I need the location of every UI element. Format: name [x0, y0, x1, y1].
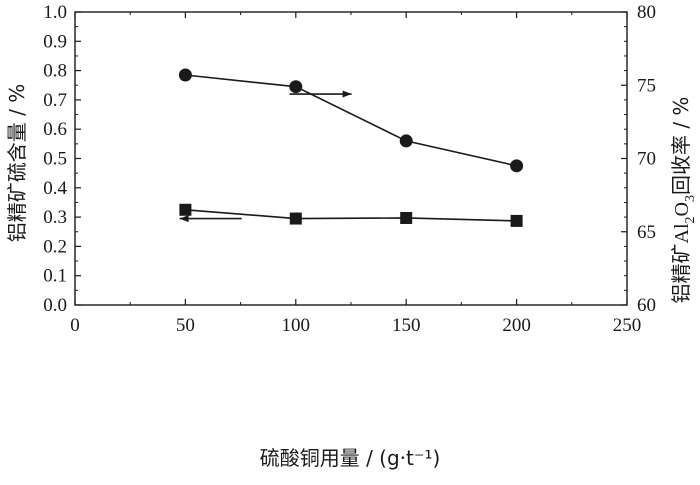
plot-frame [74, 11, 628, 306]
x-tick-label: 200 [502, 315, 531, 336]
data-point-square [289, 212, 302, 225]
y-right-tick-label: 80 [637, 2, 656, 23]
x-tick-label: 150 [392, 315, 421, 336]
y-axis-left-label: 铝精矿硫含量 / % [5, 84, 29, 242]
series-line-circle [185, 74, 517, 167]
data-point-circle [399, 134, 413, 148]
y-left-tick-label: 0.2 [43, 236, 67, 257]
y-right-tick-label: 60 [637, 295, 656, 316]
arrow-head-icon [179, 215, 189, 223]
y-left-tick-label: 0.1 [43, 266, 67, 287]
x-tick-label: 50 [176, 315, 195, 336]
data-point-circle [178, 68, 192, 82]
y-left-tick-label: 0.7 [43, 90, 67, 111]
series-line-square [185, 208, 517, 222]
y-left-tick-label: 0.9 [43, 31, 67, 52]
y-axis-right-label-suffix: 回收率 / % [669, 97, 693, 195]
data-point-circle [289, 80, 303, 94]
y-axis-right-label-sub2: 2 [683, 216, 698, 223]
y-right-tick-label: 70 [637, 149, 656, 170]
data-point-square [179, 203, 192, 216]
x-tick-label: 0 [70, 315, 80, 336]
arrow-head-icon [342, 90, 352, 98]
y-right-tick-label: 75 [637, 75, 656, 96]
y-axis-right-label-al: Al [671, 223, 693, 243]
y-left-tick-label: 0.0 [43, 295, 67, 316]
x-tick-label: 250 [613, 315, 642, 336]
y-left-tick-label: 0.5 [43, 149, 67, 170]
y-left-tick-label: 1.0 [43, 2, 67, 23]
y-axis-right-label-prefix: 铝精矿 [669, 243, 693, 303]
x-tick-label: 100 [282, 315, 311, 336]
svg-text:铝精矿Al2O3回收率 / %: 铝精矿Al2O3回收率 / % [669, 97, 698, 304]
data-point-square [510, 214, 523, 227]
y-axis-right-label-o: O [671, 202, 693, 216]
y-left-tick-label: 0.8 [43, 61, 67, 82]
y-left-tick-label: 0.6 [43, 119, 67, 140]
y-axis-right-label: 铝精矿Al2O3回收率 / % [669, 97, 698, 304]
y-right-tick-label: 65 [637, 222, 656, 243]
y-left-tick-label: 0.4 [43, 178, 67, 199]
y-left-tick-label: 0.3 [43, 207, 67, 228]
data-point-square [400, 211, 413, 224]
x-axis-label: 硫酸铜用量 / (g·t⁻¹) [260, 446, 441, 470]
y-axis-right-label-sub3: 3 [683, 195, 698, 202]
plot-layer: 0 50 100 150 200 250 0.0 0.1 0.2 0.3 0.4 0.5 0.6 0.7 0… [43, 2, 656, 336]
data-point-circle [510, 159, 524, 173]
